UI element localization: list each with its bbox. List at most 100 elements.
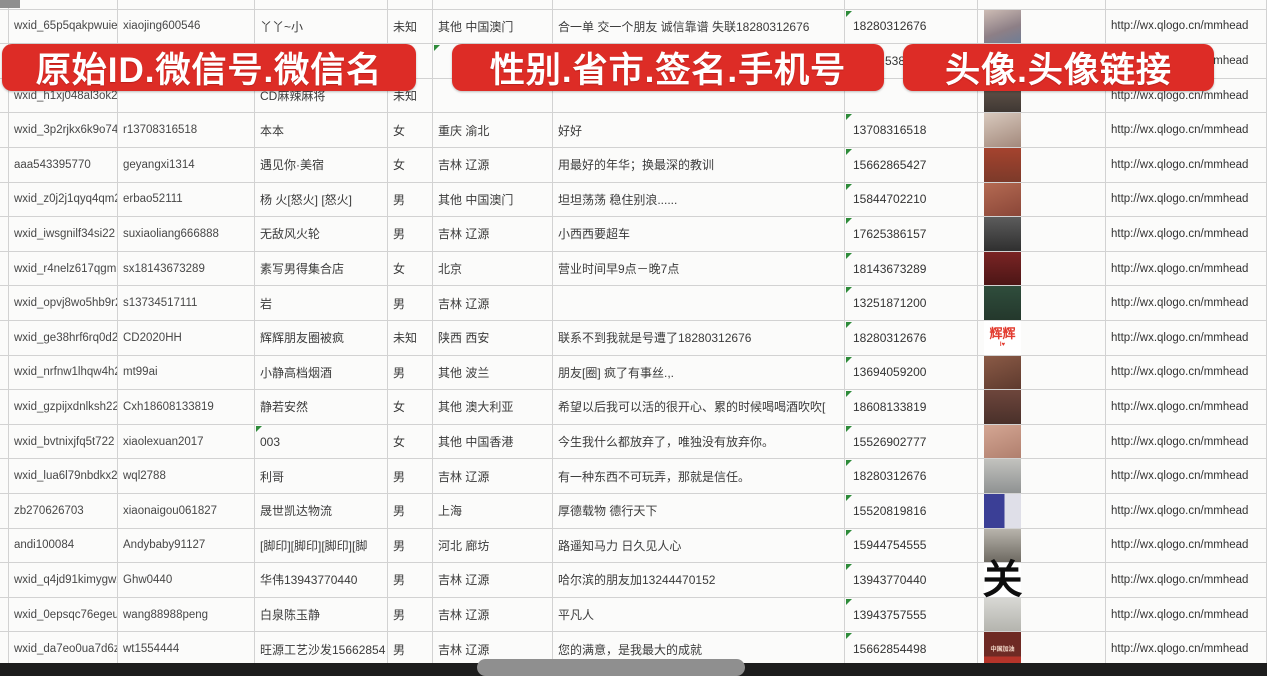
cell-avatar[interactable]: 关 bbox=[978, 560, 1106, 600]
cell-region[interactable]: 吉林 辽源 bbox=[433, 286, 553, 320]
cell-phone[interactable]: 18280312676 bbox=[845, 459, 978, 493]
cell-avatar-url[interactable]: http://wx.qlogo.cn/mmhead bbox=[1106, 494, 1267, 528]
cell-wechat-id[interactable]: wql2788 bbox=[118, 459, 255, 493]
cell-gender[interactable] bbox=[388, 0, 433, 9]
cell-gender[interactable]: 女 bbox=[388, 390, 433, 424]
cell-wechat-id[interactable]: geyangxi1314 bbox=[118, 148, 255, 182]
cell-original-id[interactable]: wxid_bvtnixjfq5t722 bbox=[8, 424, 118, 459]
cell-gender[interactable]: 男 bbox=[388, 563, 433, 597]
cell-original-id[interactable]: wxid_ge38hrf6rq0d22 bbox=[8, 321, 118, 355]
cell-region[interactable]: 其他 澳大利亚 bbox=[433, 390, 553, 424]
cell-avatar[interactable] bbox=[978, 9, 1106, 44]
cell-avatar[interactable] bbox=[978, 182, 1106, 217]
cell-gender[interactable]: 男 bbox=[388, 182, 433, 217]
cell-signature[interactable] bbox=[553, 286, 845, 320]
cell-wechat-name[interactable]: 旺源工艺沙发15662854 bbox=[255, 632, 388, 666]
cell-signature[interactable]: 小西西要超车 bbox=[553, 217, 845, 251]
cell-wechat-name[interactable]: 晟世凯达物流 bbox=[255, 494, 388, 528]
cell-original-id[interactable]: wxid_opvj8wo5hb9r22 bbox=[8, 286, 118, 320]
cell-avatar[interactable] bbox=[978, 148, 1106, 182]
cell-avatar-url[interactable]: http://wx.qlogo.cn/mmhead bbox=[1106, 390, 1267, 424]
cell-wechat-id[interactable]: r13708316518 bbox=[118, 113, 255, 147]
cell-gender[interactable] bbox=[388, 44, 433, 78]
cell-region[interactable]: 上海 bbox=[433, 494, 553, 528]
cell-original-id[interactable]: wxid_65p5qakpwuie22 bbox=[8, 9, 118, 44]
cell-wechat-id[interactable]: wang88988peng bbox=[118, 597, 255, 632]
cell-wechat-id[interactable]: xiaonaigou061827 bbox=[118, 494, 255, 528]
cell-signature[interactable] bbox=[553, 78, 845, 113]
cell-avatar[interactable] bbox=[978, 424, 1106, 459]
cell-signature[interactable]: 路遥知马力 日久见人心 bbox=[553, 528, 845, 563]
cell-avatar[interactable] bbox=[978, 217, 1106, 251]
cell-original-id[interactable]: wxid_z0j2j1qyq4qm22 bbox=[8, 182, 118, 217]
cell-avatar[interactable] bbox=[978, 528, 1106, 563]
cell-wechat-id[interactable]: Ghw0440 bbox=[118, 563, 255, 597]
cell-avatar-url[interactable]: http://wx.qlogo.cn/mmhead bbox=[1106, 528, 1267, 563]
cell-wechat-name[interactable]: 岩 bbox=[255, 286, 388, 320]
cell-wechat-name[interactable]: 华伟13943770440 bbox=[255, 563, 388, 597]
cell-region[interactable]: 吉林 辽源 bbox=[433, 459, 553, 493]
cell-wechat-name[interactable]: CD麻辣麻将 bbox=[255, 78, 388, 113]
cell-original-id[interactable]: andi100084 bbox=[8, 528, 118, 563]
cell-region[interactable]: 其他 中国香港 bbox=[433, 424, 553, 459]
progress-bar-handle[interactable] bbox=[477, 659, 745, 676]
cell-avatar[interactable] bbox=[978, 597, 1106, 632]
cell-original-id[interactable]: wxid_nrfnw1lhqw4h22 bbox=[8, 355, 118, 390]
cell-gender[interactable]: 男 bbox=[388, 597, 433, 632]
cell-gender[interactable]: 女 bbox=[388, 113, 433, 147]
cell-gender[interactable]: 男 bbox=[388, 459, 433, 493]
cell-region[interactable] bbox=[433, 78, 553, 113]
cell-phone[interactable]: 15662865427 bbox=[845, 148, 978, 182]
cell-gender[interactable]: 男 bbox=[388, 632, 433, 666]
cell-avatar[interactable] bbox=[978, 355, 1106, 390]
cell-signature[interactable]: 平凡人 bbox=[553, 597, 845, 632]
cell-avatar-url[interactable]: http://wx.qlogo.cn/mmhead bbox=[1106, 459, 1267, 493]
cell-wechat-name[interactable]: 遇见你·美宿 bbox=[255, 148, 388, 182]
cell-original-id[interactable]: aaa543395770 bbox=[8, 148, 118, 182]
cell-avatar-url[interactable]: http://wx.qlogo.cn/mmhead bbox=[1106, 286, 1267, 320]
cell-phone[interactable] bbox=[845, 0, 978, 9]
cell-signature[interactable]: 哈尔滨的朋友加13244470152 bbox=[553, 563, 845, 597]
cell-wechat-id[interactable]: wt1554444 bbox=[118, 632, 255, 666]
cell-avatar-url[interactable]: http://wx.qlogo.cn/mmhead bbox=[1106, 563, 1267, 597]
cell-wechat-name[interactable]: 辉辉朋友圈被疯 bbox=[255, 321, 388, 355]
cell-avatar[interactable] bbox=[978, 390, 1106, 424]
cell-signature[interactable]: 坦坦荡荡 稳住别浪...... bbox=[553, 182, 845, 217]
cell-wechat-name[interactable]: 003 bbox=[255, 424, 388, 459]
cell-region[interactable]: 吉林 辽源 bbox=[433, 632, 553, 666]
cell-phone[interactable]: 18143673289 bbox=[845, 251, 978, 286]
cell-signature[interactable]: 合一单 交一个朋友 诚信靠谱 失联18280312676 bbox=[553, 9, 845, 44]
cell-original-id[interactable]: wxid_q4jd91kimygw21 bbox=[8, 563, 118, 597]
cell-original-id[interactable]: wxid_h1xj048al3ok22 bbox=[8, 78, 118, 113]
cell-wechat-name[interactable]: 小静高档烟酒 bbox=[255, 355, 388, 390]
cell-signature[interactable]: 希望以后我可以活的很开心、累的时候喝喝酒吹吹[ bbox=[553, 390, 845, 424]
cell-region[interactable]: 吉林 辽源 bbox=[433, 217, 553, 251]
cell-signature[interactable]: 有一种东西不可玩弄，那就是信任。 bbox=[553, 459, 845, 493]
cell-avatar[interactable] bbox=[978, 113, 1106, 147]
cell-wechat-id[interactable]: suxiaoliang666888 bbox=[118, 217, 255, 251]
cell-avatar[interactable]: 中国加油 bbox=[978, 632, 1106, 666]
cell-phone[interactable]: 15844702210 bbox=[845, 182, 978, 217]
cell-phone[interactable]: 15520819816 bbox=[845, 494, 978, 528]
cell-signature[interactable] bbox=[553, 0, 845, 9]
cell-region[interactable]: 陕西 西安 bbox=[433, 321, 553, 355]
cell-avatar-url[interactable]: http://wx.qlogo.cn/mmhead bbox=[1106, 321, 1267, 355]
cell-original-id[interactable]: wxid_3p2rjkx6k9o741 bbox=[8, 113, 118, 147]
cell-wechat-name[interactable]: 白泉陈玉静 bbox=[255, 597, 388, 632]
cell-wechat-id[interactable]: Andybaby91127 bbox=[118, 528, 255, 563]
cell-avatar-url[interactable] bbox=[1106, 0, 1267, 9]
cell-wechat-name[interactable]: 素写男得集合店 bbox=[255, 251, 388, 286]
cell-wechat-id[interactable]: erbao52111 bbox=[118, 182, 255, 217]
cell-wechat-id[interactable] bbox=[118, 0, 255, 9]
cell-wechat-name[interactable]: 丫丫~小 bbox=[255, 9, 388, 44]
cell-region[interactable]: 其他 中国澳门 bbox=[433, 182, 553, 217]
cell-signature[interactable]: 用最好的年华；换最深的教训 bbox=[553, 148, 845, 182]
cell-wechat-id[interactable]: Cxh18608133819 bbox=[118, 390, 255, 424]
cell-gender[interactable]: 男 bbox=[388, 286, 433, 320]
cell-gender[interactable]: 女 bbox=[388, 148, 433, 182]
cell-original-id[interactable]: wxid_r4nelz617qgm12 bbox=[8, 251, 118, 286]
cell-avatar[interactable] bbox=[978, 494, 1106, 528]
cell-phone[interactable]: 13694059200 bbox=[845, 355, 978, 390]
cell-avatar[interactable] bbox=[978, 0, 1106, 9]
cell-avatar[interactable]: 辉辉 I♥ bbox=[978, 321, 1106, 355]
